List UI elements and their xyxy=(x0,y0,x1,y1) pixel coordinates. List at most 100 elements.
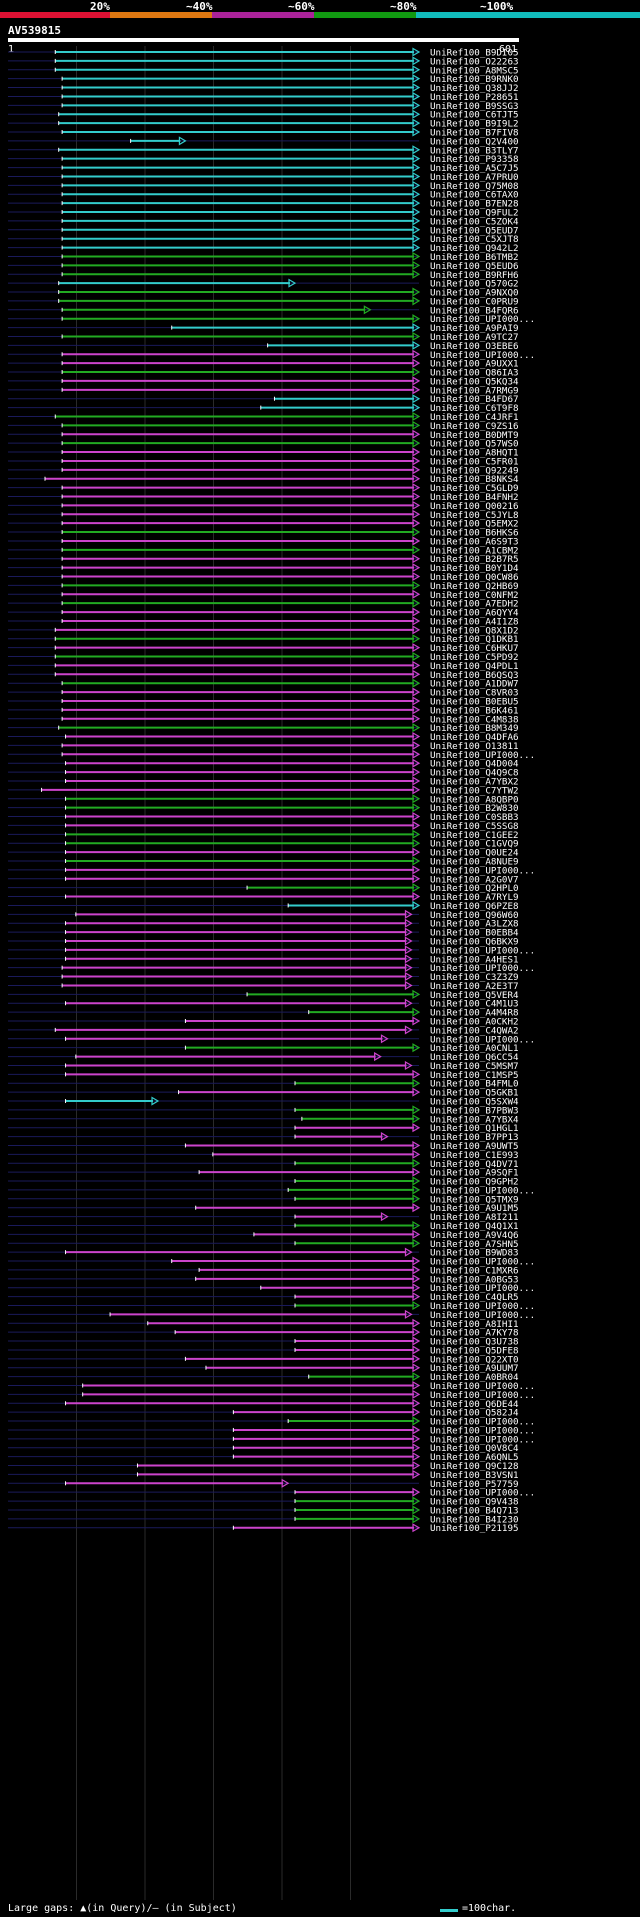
hit-arrow xyxy=(412,696,421,706)
hit-row: UniRef100_A9V4Q6 xyxy=(8,1229,519,1241)
hit-label: UniRef100_B4FD67 xyxy=(430,394,519,405)
hit-label: UniRef100_Q75M08 xyxy=(430,181,519,192)
hit-label: UniRef100_B9I9L2 xyxy=(430,119,519,130)
hit-label: UniRef100_A7EDH2 xyxy=(430,599,519,610)
hit-label: UniRef100_UPI000... xyxy=(430,314,535,325)
hit-row: UniRef100_A9PAI9 xyxy=(8,323,519,334)
hit-label: UniRef100_Q570G2 xyxy=(430,279,519,290)
hit-row: UniRef100_Q2HPL0 xyxy=(8,883,519,894)
hit-arrow xyxy=(412,518,421,528)
hit-label: UniRef100_UPI000... xyxy=(430,1301,535,1312)
hit-arrow xyxy=(412,118,421,128)
hit-label: UniRef100_Q0V8C4 xyxy=(430,1443,519,1454)
hit-label: UniRef100_C6TAX0 xyxy=(430,190,519,201)
hit-arrow xyxy=(412,580,421,590)
hit-label: UniRef100_C4M1U3 xyxy=(430,999,519,1010)
hit-row: UniRef100_B0DMT9 xyxy=(8,429,519,441)
hit-row: UniRef100_A6QNL5 xyxy=(8,1452,519,1463)
identity-legend: 20% ~40% ~60% ~80% ~100% xyxy=(0,0,640,22)
hit-label: UniRef100_A6QNL5 xyxy=(430,1452,519,1463)
hit-label: UniRef100_C1GEE2 xyxy=(430,830,519,841)
hit-arrow xyxy=(412,1016,421,1026)
hit-row: UniRef100_UPI000... xyxy=(8,1434,535,1445)
hit-row: UniRef100_Q5SXW4 xyxy=(8,1096,519,1108)
hit-label: UniRef100_A3LZX8 xyxy=(430,919,519,930)
hit-row: UniRef100_Q4Q9C8 xyxy=(8,767,519,779)
legend-bar-20 xyxy=(0,12,110,18)
hit-row: UniRef100_A9SQF1 xyxy=(8,1167,519,1179)
hit-arrow xyxy=(412,811,421,822)
hit-label: UniRef100_Q0CW86 xyxy=(430,572,519,583)
hit-arrow xyxy=(412,740,421,750)
hit-arrow xyxy=(412,1078,421,1088)
hit-row: UniRef100_A9UUM7 xyxy=(8,1363,519,1374)
hit-row: UniRef100_Q4D004 xyxy=(8,758,519,770)
hit-arrow xyxy=(412,296,421,306)
hit-row: UniRef100_B8M349 xyxy=(8,723,519,734)
hit-label: UniRef100_Q2HPL0 xyxy=(430,883,519,894)
hit-arrow xyxy=(412,47,421,57)
hit-label: UniRef100_C4JRF1 xyxy=(430,412,519,423)
hit-row: UniRef100_C9ZS16 xyxy=(8,420,519,432)
hit-arrow xyxy=(404,998,413,1008)
hit-row: UniRef100_C4QWA2 xyxy=(8,1025,519,1036)
hit-row: UniRef100_Q5TMX9 xyxy=(8,1194,519,1205)
hit-arrow xyxy=(404,980,413,990)
hit-arrow xyxy=(412,687,421,697)
hit-row: UniRef100_A2E3T7 xyxy=(8,980,519,992)
hit-label: UniRef100_Q9FUL2 xyxy=(430,208,519,219)
hit-arrow xyxy=(412,1203,421,1213)
hit-arrow xyxy=(412,1149,421,1159)
hit-arrow xyxy=(412,678,421,688)
hit-row: UniRef100_Q00216 xyxy=(8,500,519,512)
hit-label: UniRef100_B9DI05 xyxy=(430,48,519,59)
hit-row: UniRef100_Q57WS0 xyxy=(8,438,519,450)
hit-row: UniRef100_A0CNL1 xyxy=(8,1043,519,1054)
hit-arrow xyxy=(412,109,421,119)
hit-label: UniRef100_Q92249 xyxy=(430,465,519,476)
hit-arrow xyxy=(412,660,421,670)
hit-arrow xyxy=(412,1274,421,1284)
hit-row: UniRef100_C5SSG8 xyxy=(8,820,519,832)
hit-arrow xyxy=(412,340,421,350)
hit-row: UniRef100_Q8X1D2 xyxy=(8,625,519,636)
hit-arrow xyxy=(412,465,421,475)
hit-row: UniRef100_B6HKS6 xyxy=(8,527,519,539)
hit-row: UniRef100_Q0UE24 xyxy=(8,847,519,859)
hit-label: UniRef100_B2B7R5 xyxy=(430,554,519,565)
hit-arrow xyxy=(412,234,421,244)
hit-row: UniRef100_C4QLR5 xyxy=(8,1292,519,1303)
hit-label: UniRef100_UPI000... xyxy=(430,1185,535,1196)
hit-row: UniRef100_Q6CC54 xyxy=(8,1052,519,1063)
hit-arrow xyxy=(412,589,421,599)
hit-label: UniRef100_C6HKU7 xyxy=(430,643,519,654)
hit-label: UniRef100_C1MSP5 xyxy=(430,1070,519,1081)
hit-row: UniRef100_Q570G2 xyxy=(8,278,519,290)
hit-label: UniRef100_O3EBE6 xyxy=(430,341,519,352)
hit-row: UniRef100_Q9V438 xyxy=(8,1496,519,1508)
query-bar xyxy=(8,38,519,42)
hit-label: UniRef100_P93358 xyxy=(430,154,519,165)
hit-row: UniRef100_A8QBP0 xyxy=(8,794,519,805)
hit-label: UniRef100_C8VR03 xyxy=(430,688,519,699)
hit-label: UniRef100_A9U1M5 xyxy=(430,1203,519,1214)
hit-row: UniRef100_Q4PDL1 xyxy=(8,660,519,672)
hit-arrow xyxy=(412,785,421,795)
hit-label: UniRef100_A7PRU0 xyxy=(430,172,519,183)
hit-row: UniRef100_A6S9T3 xyxy=(8,536,519,547)
hit-row: UniRef100_Q2V400 xyxy=(8,136,519,147)
hit-label: UniRef100_Q3U738 xyxy=(430,1337,519,1348)
legend-label-40: ~40% xyxy=(186,0,213,13)
hit-row: UniRef100_B0Y1D4 xyxy=(8,563,519,574)
hit-row: UniRef100_C5XJT8 xyxy=(8,234,519,245)
hit-row: UniRef100_B6QSQ3 xyxy=(8,669,519,681)
hit-label: UniRef100_B9SSG3 xyxy=(430,101,519,112)
hit-label: UniRef100_A5C7J5 xyxy=(430,163,519,174)
hit-row: UniRef100_A9TC27 xyxy=(8,331,519,343)
hit-arrow xyxy=(412,714,421,724)
hit-row: UniRef100_A0BG53 xyxy=(8,1274,519,1285)
hit-label: UniRef100_C5ZOK4 xyxy=(430,216,519,227)
hit-label: UniRef100_B6K461 xyxy=(430,705,519,716)
hit-row: UniRef100_C5MSM7 xyxy=(8,1060,519,1072)
